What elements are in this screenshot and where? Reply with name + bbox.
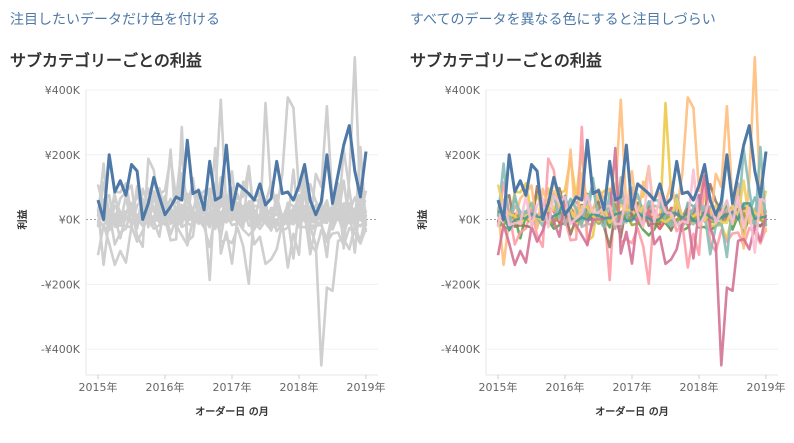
y-axis-title: 利益 [416, 210, 429, 230]
x-tick-label: 2019年 [747, 380, 786, 394]
left-chart-title: サブカテゴリーごとの利益 [10, 51, 202, 70]
series-line-highlight [96, 124, 368, 221]
right-panel: すべてのデータを異なる色にすると注目しづらい サブカテゴリーごとの利益 ¥400… [400, 0, 792, 443]
y-tick-label: -¥400K [41, 343, 81, 356]
series-line-muted [96, 56, 368, 267]
y-tick-label: ¥200K [445, 149, 481, 162]
x-tick-label: 2016年 [546, 380, 585, 394]
right-line-chart: ¥400K ¥200K ¥0K -¥200K -¥400K 2015年 2016年 2017年… [416, 56, 786, 418]
left-line-chart: ¥400K ¥200K ¥0K -¥200K -¥400K 2015年 2016年 2017年… [16, 56, 386, 418]
x-tick-label: 2019年 [347, 380, 386, 394]
right-chart-title: サブカテゴリーごとの利益 [410, 51, 602, 70]
x-tick-label: 2017年 [613, 380, 652, 394]
y-tick-label: ¥400K [45, 84, 81, 97]
left-heading: 注目したいデータだけ色を付ける [10, 12, 220, 28]
y-tick-label: ¥0K [459, 214, 481, 227]
y-tick-label: -¥200K [441, 278, 481, 291]
x-tick-label: 2015年 [479, 380, 518, 394]
y-axis-title: 利益 [16, 210, 29, 230]
y-tick-label: -¥400K [441, 343, 481, 356]
left-panel: 注目したいデータだけ色を付ける サブカテゴリーごとの利益 ¥400K ¥200K ¥… [0, 0, 392, 443]
y-tick-label: ¥200K [45, 149, 81, 162]
series-line-colored [496, 56, 768, 267]
y-tick-label: ¥400K [445, 84, 481, 97]
x-tick-label: 2018年 [280, 380, 319, 394]
x-tick-label: 2016年 [146, 380, 185, 394]
series-line-muted [96, 146, 368, 367]
y-tick-label: -¥200K [41, 278, 81, 291]
right-heading: すべてのデータを異なる色にすると注目しづらい [410, 12, 716, 28]
x-tick-label: 2015年 [79, 380, 118, 394]
x-tick-label: 2018年 [680, 380, 719, 394]
x-tick-label: 2017年 [213, 380, 252, 394]
x-axis-title: オーダー日 の月 [595, 405, 668, 418]
x-axis-title: オーダー日 の月 [195, 405, 268, 418]
y-tick-label: ¥0K [59, 214, 81, 227]
series-line-colored [496, 146, 768, 367]
series-line-highlight [496, 124, 768, 221]
